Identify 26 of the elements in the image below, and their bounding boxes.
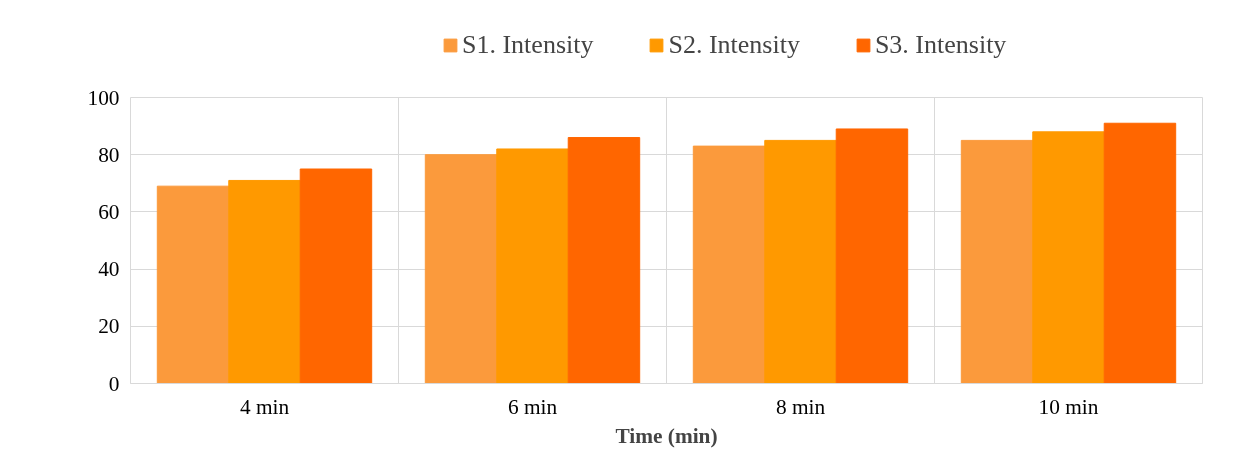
bar: [1032, 131, 1105, 384]
bar: [692, 145, 766, 384]
bar: [496, 148, 569, 384]
y-tick-label: 60: [98, 199, 120, 224]
x-tick-label: 4 min: [239, 394, 290, 419]
legend-label: S2. Intensity: [668, 30, 800, 60]
bar: [424, 154, 498, 384]
bar: [228, 179, 301, 384]
bar: [567, 137, 641, 384]
x-axis-title: Time (min): [615, 423, 718, 448]
bar: [960, 139, 1034, 384]
bar: [299, 168, 373, 384]
legend-label: S3. Intensity: [874, 30, 1007, 60]
y-tick-label: 80: [98, 142, 120, 167]
y-tick-label: 40: [98, 257, 120, 282]
y-tick-label: 100: [87, 85, 120, 110]
x-tick-label: 6 min: [507, 394, 558, 419]
bar: [764, 139, 837, 384]
y-tick-label: 0: [108, 371, 120, 396]
legend-label: S1. Intensity: [462, 30, 594, 60]
bar: [156, 185, 230, 384]
y-tick-label: 20: [98, 314, 120, 339]
x-tick-label: 8 min: [775, 394, 826, 419]
bar: [1103, 122, 1177, 384]
x-tick-label: 10 min: [1038, 394, 1099, 419]
bar: [835, 128, 909, 384]
